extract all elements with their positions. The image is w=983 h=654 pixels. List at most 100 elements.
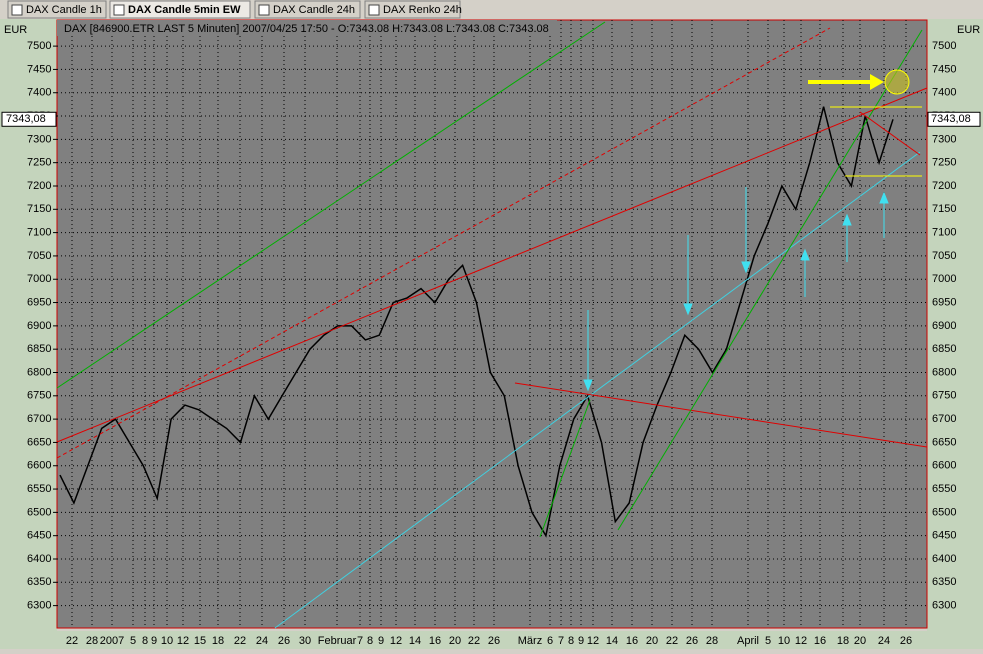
trend-line: [56, 87, 928, 443]
y-tick-label: 6600: [27, 460, 51, 472]
x-tick-label: 24: [878, 635, 890, 647]
y-tick-label-right: 7300: [932, 133, 956, 145]
drawings: [56, 21, 928, 629]
tabs: DAX Candle 1h DAX Candle 5min EW DAX Candl…: [7, 0, 462, 19]
arrow-head: [870, 74, 884, 90]
y-tick-label-right: 7450: [932, 63, 956, 75]
x-tick-label: 7: [558, 635, 564, 647]
y-tick-label: 6800: [27, 366, 51, 378]
y-tick-label: 7500: [27, 40, 51, 52]
x-tick-label: 30: [299, 635, 311, 647]
trend-line: [617, 29, 923, 531]
x-tick-label: 8: [142, 635, 148, 647]
x-tick-label: 28: [86, 635, 98, 647]
trend-line: [859, 111, 921, 156]
cyan-arrows: [583, 187, 889, 392]
trend-line: [274, 151, 921, 629]
x-tick-label: 24: [256, 635, 268, 647]
x-tick-label: 22: [468, 635, 480, 647]
y-tick-label-right: 6550: [932, 483, 956, 495]
x-tick-label: 22: [666, 635, 678, 647]
x-tick-label: 8: [568, 635, 574, 647]
y-tick-label: 6550: [27, 483, 51, 495]
x-tick-label: 6: [547, 635, 553, 647]
header-bg: [57, 20, 557, 36]
x-tick-label: 9: [578, 635, 584, 647]
x-tick-label: 20: [646, 635, 658, 647]
tab-icon: [113, 4, 125, 16]
x-tick-label: 22: [234, 635, 246, 647]
x-tick-label: 2007: [100, 635, 124, 647]
x-tick-label: 10: [161, 635, 173, 647]
y-tick-label: 6400: [27, 553, 51, 565]
y-tick-label: 6650: [27, 436, 51, 448]
x-tick-label: 14: [409, 635, 421, 647]
x-tick-label: 12: [795, 635, 807, 647]
x-tick-label: 28: [706, 635, 718, 647]
x-tick-label: März: [518, 635, 542, 647]
x-tick-label: 16: [429, 635, 441, 647]
last-price-box-left: [1, 111, 57, 127]
trend-line: [56, 27, 831, 459]
last-price-left: 7343,08: [6, 113, 46, 125]
marks: [59, 106, 894, 538]
y-tick-label: 7100: [27, 227, 51, 239]
last-price-box-right: [927, 111, 981, 127]
target-circle: [884, 69, 910, 95]
plot-area: [56, 19, 928, 629]
y-tick-label-right: 6450: [932, 530, 956, 542]
tab[interactable]: [7, 0, 107, 19]
tab-label[interactable]: DAX Renko 24h: [383, 4, 462, 16]
y-tick-label-right: 6750: [932, 390, 956, 402]
y-tick-label: 7150: [27, 203, 51, 215]
x-axis-panel: [0, 631, 983, 649]
y-tick-label: 6900: [27, 320, 51, 332]
y-tick-label: 6500: [27, 506, 51, 518]
y-tick-label: 7300: [27, 133, 51, 145]
tab-icon: [258, 4, 270, 16]
trend-line: [56, 21, 606, 389]
y-tick-label: 6300: [27, 600, 51, 612]
grid: [57, 20, 927, 628]
tab-icon: [368, 4, 380, 16]
x-tick-label: 14: [606, 635, 618, 647]
y-tick-label: 6750: [27, 390, 51, 402]
y-tick-label-right: 6800: [932, 366, 956, 378]
tab[interactable]: [364, 0, 461, 19]
x-tick-label: 15: [194, 635, 206, 647]
x-tick-label: 18: [212, 635, 224, 647]
x-tick-label: April: [737, 635, 759, 647]
x-tick-label: 5: [130, 635, 136, 647]
trend-line: [539, 399, 591, 538]
y-tick-label-right: 7150: [932, 203, 956, 215]
y-tick-label-right: 7400: [932, 87, 956, 99]
tab-label[interactable]: DAX Candle 5min EW: [128, 4, 241, 16]
y-tick-label-right: 7000: [932, 273, 956, 285]
y-tick-label-right: 6600: [932, 460, 956, 472]
tab-label[interactable]: DAX Candle 1h: [26, 4, 102, 16]
x-tick-label: 5: [765, 635, 771, 647]
price-line: [59, 106, 894, 538]
y-tick-label: 7200: [27, 180, 51, 192]
tab[interactable]: [254, 0, 361, 19]
tab[interactable]: [109, 0, 251, 19]
y-tick-label-right: 6950: [932, 296, 956, 308]
x-tick-label: 22: [66, 635, 78, 647]
tab-icon: [11, 4, 23, 16]
x-tick-label: 8: [367, 635, 373, 647]
y-tick-label: 7400: [27, 87, 51, 99]
last-price-right: 7343,08: [931, 113, 971, 125]
x-tick-label: 12: [587, 635, 599, 647]
tab-label[interactable]: DAX Candle 24h: [273, 4, 355, 16]
y-tick-label-right: 7050: [932, 250, 956, 262]
y-tick-label-right: 6900: [932, 320, 956, 332]
x-tick-label: 26: [900, 635, 912, 647]
x-tick-label: 26: [488, 635, 500, 647]
x-tick-label: 9: [151, 635, 157, 647]
x-tick-label: 20: [854, 635, 866, 647]
y-tick-label-right: 6850: [932, 343, 956, 355]
x-tick-label: 7: [357, 635, 363, 647]
y-tick-label: 6850: [27, 343, 51, 355]
y-tick-label: 6350: [27, 576, 51, 588]
